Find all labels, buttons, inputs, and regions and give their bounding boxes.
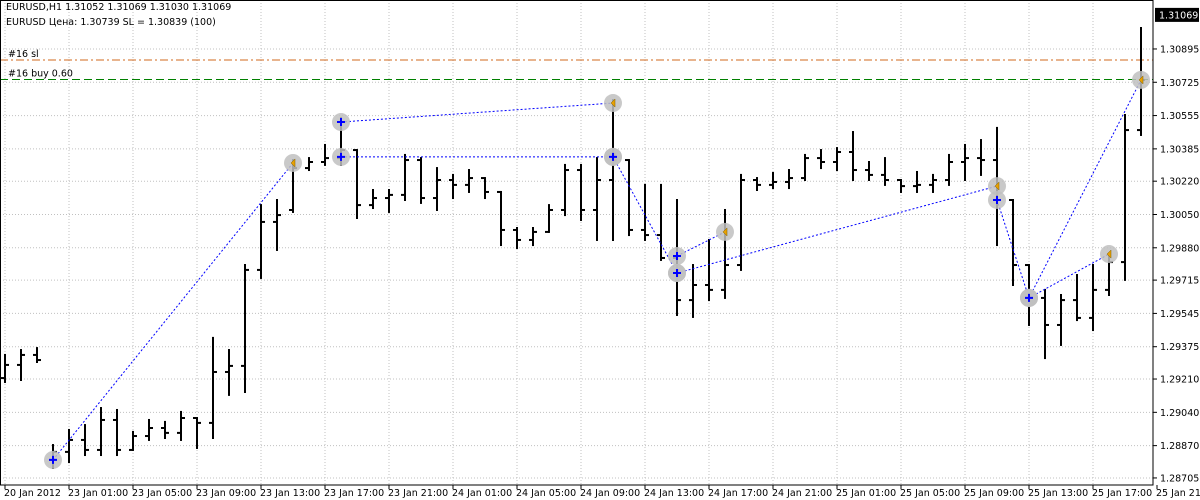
trade-open-cross	[609, 152, 617, 161]
chart-title: EURUSD,H1 1.31052 1.31069 1.31030 1.3106…	[6, 2, 231, 13]
grid-layer	[0, 0, 1153, 485]
trade-line	[1028, 79, 1142, 299]
x-tick-label: 25 Jan 01:00	[836, 488, 896, 499]
level-label: #16 sl	[8, 49, 39, 60]
chart-subtitle: EURUSD Цена: 1.30739 SL = 1.30839 (100)	[6, 17, 216, 28]
x-tick-label: 25 Jan 09:00	[964, 488, 1024, 499]
x-tick-label: 25 Jan 17:00	[1092, 488, 1152, 499]
x-tick-label: 24 Jan 01:00	[452, 488, 512, 499]
trade-open-cross	[673, 269, 681, 278]
x-tick-label: 23 Jan 01:00	[68, 488, 128, 499]
axes-layer: 1.30895 1.30725 1.30555 1.30385 1.30220 1.300…	[4, 7, 1200, 499]
trade-close-arrow	[1138, 75, 1144, 85]
y-tick-label: 1.30385	[1160, 144, 1199, 155]
y-tick-label: 1.29880	[1160, 243, 1199, 254]
trade-line	[340, 102, 614, 123]
trade-open-cross	[1025, 293, 1033, 302]
plot-layer: #16 sl #16 buy 0.60	[0, 27, 1153, 469]
y-tick-label: 1.28705	[1160, 473, 1199, 484]
x-tick-label: 25 Jan 13:00	[1028, 488, 1088, 499]
x-tick-label: 23 Jan 21:00	[388, 488, 448, 499]
trade-close-arrow	[290, 158, 296, 168]
y-tick-label: 1.30220	[1160, 177, 1199, 188]
trade-close-arrow	[1106, 249, 1112, 259]
y-tick-label: 1.29210	[1160, 375, 1199, 386]
trade-close-arrow	[610, 98, 616, 108]
x-tick-label: 24 Jan 17:00	[708, 488, 768, 499]
current-price-box	[1155, 7, 1199, 22]
trade-open-cross	[993, 195, 1001, 204]
trade-open-cross	[49, 455, 57, 464]
x-tick-label: 23 Jan 09:00	[196, 488, 256, 499]
x-tick-label: 23 Jan 13:00	[260, 488, 320, 499]
y-tick-label: 1.29375	[1160, 342, 1199, 353]
current-price-label: 1.31069	[1159, 10, 1198, 21]
x-tick-label: 24 Jan 09:00	[580, 488, 640, 499]
y-tick-label: 1.28870	[1160, 441, 1199, 452]
x-tick-label: 24 Jan 05:00	[516, 488, 576, 499]
trade-close-arrow	[994, 181, 1000, 191]
y-tick-label: 1.30895	[1160, 44, 1199, 55]
plot-frame	[0, 0, 1154, 486]
trade-line	[1028, 253, 1110, 299]
trade-close-arrow	[722, 227, 728, 237]
trade-open-cross	[337, 118, 345, 127]
x-tick-label: 24 Jan 21:00	[772, 488, 832, 499]
level-label: #16 buy 0.60	[8, 69, 73, 80]
x-tick-label: 25 Jan 05:00	[900, 488, 960, 499]
x-tick-label: 23 Jan 05:00	[132, 488, 192, 499]
y-tick-label: 1.30050	[1160, 210, 1199, 221]
trade-line	[996, 199, 1030, 299]
x-tick-label: 25 Jan 21:00	[1156, 488, 1200, 499]
y-tick-label: 1.29715	[1160, 276, 1199, 287]
x-tick-label: 20 Jan 2012	[4, 488, 61, 499]
x-tick-label: 23 Jan 17:00	[324, 488, 384, 499]
y-tick-label: 1.29545	[1160, 309, 1199, 320]
trade-open-cross	[337, 152, 345, 161]
trade-line	[676, 185, 998, 274]
trade-open-cross	[673, 252, 681, 261]
y-tick-label: 1.29040	[1160, 408, 1199, 419]
x-tick-label: 24 Jan 13:00	[644, 488, 704, 499]
y-tick-label: 1.30725	[1160, 78, 1199, 89]
y-tick-label: 1.30555	[1160, 111, 1199, 122]
